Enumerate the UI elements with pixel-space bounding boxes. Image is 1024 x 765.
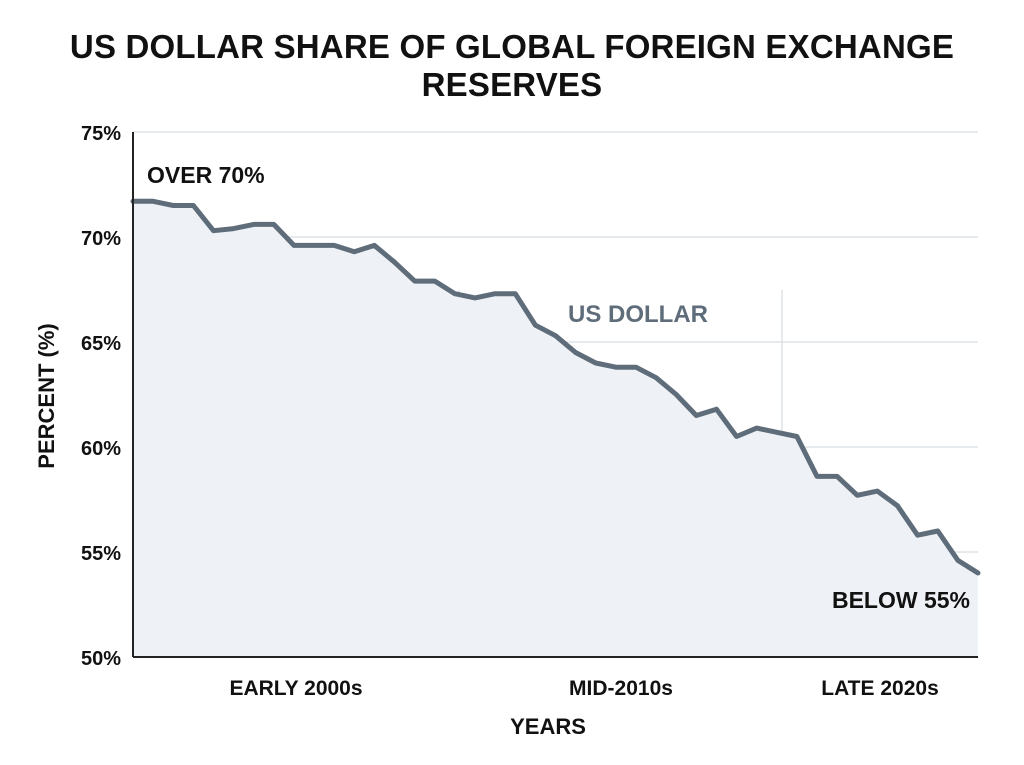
annotation-end: BELOW 55% bbox=[832, 587, 970, 613]
x-axis-label: YEARS bbox=[510, 714, 586, 739]
x-tick-label: LATE 2020s bbox=[821, 677, 939, 700]
y-axis-label: PERCENT (%) bbox=[34, 323, 59, 468]
x-tick-labels: EARLY 2000s MID-2010s LATE 2020s bbox=[229, 677, 938, 700]
y-tick-label: 70% bbox=[81, 228, 121, 250]
series-label-us-dollar: US DOLLAR bbox=[568, 301, 708, 328]
y-tick-label: 65% bbox=[81, 333, 121, 355]
y-tick-label: 75% bbox=[81, 123, 121, 145]
y-tick-label: 60% bbox=[81, 438, 121, 460]
x-tick-label: MID-2010s bbox=[569, 677, 673, 700]
series-line-us-dollar bbox=[130, 198, 981, 576]
y-tick-label: 55% bbox=[81, 543, 121, 565]
x-tick-label: EARLY 2000s bbox=[229, 677, 362, 700]
y-tick-label: 50% bbox=[81, 648, 121, 670]
area-fill bbox=[133, 201, 978, 658]
y-tick-labels: 75% 70% 65% 60% 55% 50% bbox=[81, 123, 121, 670]
axes bbox=[132, 132, 978, 658]
annotation-start: OVER 70% bbox=[147, 162, 265, 188]
chart-title: US DOLLAR SHARE OF GLOBAL FOREIGN EXCHAN… bbox=[69, 28, 955, 103]
